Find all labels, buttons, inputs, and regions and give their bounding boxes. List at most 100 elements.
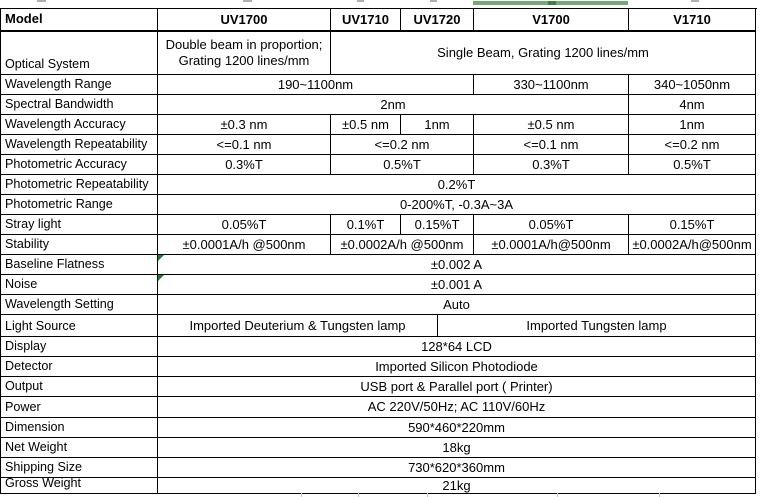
spec-sheet: ModelUV1700UV1710UV1720V1700V1710Optical… (0, 0, 763, 497)
spec-cell: USB port & Parallel port ( Printer) (158, 377, 756, 397)
spec-cell: Single Beam, Grating 1200 lines/mm (331, 32, 756, 75)
model-row-label: Model (1, 9, 158, 32)
row-label: Net Weight (1, 438, 158, 458)
spec-cell: ±0.0002A/h @500nm (331, 235, 474, 255)
row-label: Wavelength Repeatability (1, 135, 158, 155)
gridline-stub (659, 493, 660, 497)
row-label: Photometric Accuracy (1, 155, 158, 175)
spec-cell: 0.3%T (158, 155, 331, 175)
row-shipping-size: Shipping Size730*620*360mm (1, 458, 757, 478)
spec-cell: ±0.5 nm (331, 115, 401, 135)
row-label: Stability (1, 235, 158, 255)
row-power: PowerAC 220V/50Hz; AC 110V/60Hz (1, 397, 757, 418)
row-label: Output (1, 377, 158, 397)
column-header-uv1700: UV1700 (158, 9, 331, 32)
row-label: Gross Weight (1, 478, 158, 494)
text-remnant (691, 0, 699, 2)
row-detector: DetectorImported Silicon Photodiode (1, 357, 757, 377)
spec-cell: 0.5%T (331, 155, 474, 175)
green-highlight-notch (548, 1, 556, 5)
spec-cell: 190~1100nm (158, 75, 474, 95)
spec-cell: 0.2%T (158, 175, 756, 195)
row-gross-weight: Gross Weight21kg (1, 478, 757, 494)
row-label: Photometric Range (1, 195, 158, 215)
spec-cell: 0-200%T, -0.3A~3A (158, 195, 756, 215)
row-noise: Noise±0.001 A (1, 275, 757, 295)
spec-cell: 0.1%T (331, 215, 401, 235)
spec-cell: Auto (158, 295, 756, 315)
spec-cell: ±0.002 A (158, 255, 756, 275)
gridline-stub (427, 493, 428, 497)
spec-cell: 730*620*360mm (158, 458, 756, 478)
spec-cell: 590*460*220mm (158, 418, 756, 438)
spec-cell: ±0.001 A (158, 275, 756, 295)
column-header-uv1710: UV1710 (331, 9, 401, 32)
spec-cell: ±0.0001A/h @500nm (158, 235, 331, 255)
spec-cell: 0.15%T (401, 215, 474, 235)
spec-cell: Double beam in proportion; Grating 1200 … (158, 32, 331, 75)
row-optical-system: Optical SystemDouble beam in proportion;… (1, 32, 757, 75)
row-stability: Stability±0.0001A/h @500nm±0.0002A/h @50… (1, 235, 757, 255)
spec-cell: <=0.1 nm (158, 135, 331, 155)
spec-cell: ±0.3 nm (158, 115, 331, 135)
spec-cell: ±0.0002A/h@500nm (629, 235, 756, 255)
row-label: Optical System (1, 32, 158, 75)
spec-cell: <=0.2 nm (629, 135, 756, 155)
row-label: Power (1, 397, 158, 418)
row-label: Wavelength Range (1, 75, 158, 95)
gridline-stub (557, 493, 558, 497)
spec-cell: <=0.1 nm (474, 135, 629, 155)
text-remnant (430, 0, 437, 2)
row-label: Wavelength Setting (1, 295, 158, 315)
spec-cell: 0.15%T (629, 215, 756, 235)
row-photometric-accuracy: Photometric Accuracy0.3%T0.5%T0.3%T0.5%T (1, 155, 757, 175)
column-header-uv1720: UV1720 (401, 9, 474, 32)
spec-cell: 2nm (158, 95, 629, 115)
spec-cell: AC 220V/50Hz; AC 110V/60Hz (158, 397, 756, 418)
spec-cell: 21kg (158, 478, 756, 494)
column-header-v1710: V1710 (629, 9, 756, 32)
spec-cell: 1nm (629, 115, 756, 135)
spec-cell: 1nm (401, 115, 474, 135)
spec-cell: 128*64 LCD (158, 337, 756, 357)
spec-cell: 0.05%T (474, 215, 629, 235)
row-label: Stray light (1, 215, 158, 235)
row-label: Baseline Flatness (1, 255, 158, 275)
row-output: OutputUSB port & Parallel port ( Printer… (1, 377, 757, 397)
row-label: Dimension (1, 418, 158, 438)
row-dimension: Dimension590*460*220mm (1, 418, 757, 438)
row-wavelength-range: Wavelength Range190~1100nm330~1100nm340~… (1, 75, 757, 95)
row-wavelength-setting: Wavelength SettingAuto (1, 295, 757, 315)
row-photometric-repeatability: Photometric Repeatability0.2%T (1, 175, 757, 195)
row-label: Spectral Bandwidth (1, 95, 158, 115)
spec-cell: 330~1100nm (474, 75, 629, 95)
row-display: Display128*64 LCD (1, 337, 757, 357)
row-label: Detector (1, 357, 158, 377)
spec-cell: 18kg (158, 438, 756, 458)
text-remnant (357, 0, 364, 2)
row-net-weight: Net Weight18kg (1, 438, 757, 458)
spec-table: ModelUV1700UV1710UV1720V1700V1710Optical… (0, 8, 757, 494)
row-label: Noise (1, 275, 158, 295)
row-photometric-range: Photometric Range0-200%T, -0.3A~3A (1, 195, 757, 215)
row-stray-light: Stray light0.05%T0.1%T0.15%T0.05%T0.15%T (1, 215, 757, 235)
spec-cell: 340~1050nm (629, 75, 756, 95)
row-light-source: Light SourceImported Deuterium & Tungste… (1, 315, 757, 337)
row-label: Light Source (1, 315, 158, 337)
spec-cell: 0.5%T (629, 155, 756, 175)
row-wavelength-accuracy: Wavelength Accuracy±0.3 nm±0.5 nm1nm±0.5… (1, 115, 757, 135)
spec-cell: <=0.2 nm (331, 135, 474, 155)
row-baseline-flatness: Baseline Flatness±0.002 A (1, 255, 757, 275)
spec-cell: 0.3%T (474, 155, 629, 175)
spec-cell: Imported Tungsten lamp (438, 315, 756, 337)
row-label: Display (1, 337, 158, 357)
column-header-v1700: V1700 (474, 9, 629, 32)
spec-cell: Imported Silicon Photodiode (158, 357, 756, 377)
row-label: Wavelength Accuracy (1, 115, 158, 135)
row-spectral-bandwidth: Spectral Bandwidth2nm4nm (1, 95, 757, 115)
row-label: Photometric Repeatability (1, 175, 158, 195)
spec-cell: ±0.5 nm (474, 115, 629, 135)
header-row: ModelUV1700UV1710UV1720V1700V1710 (1, 9, 757, 32)
row-wavelength-repeatability: Wavelength Repeatability<=0.1 nm<=0.2 nm… (1, 135, 757, 155)
text-remnant (37, 0, 46, 2)
